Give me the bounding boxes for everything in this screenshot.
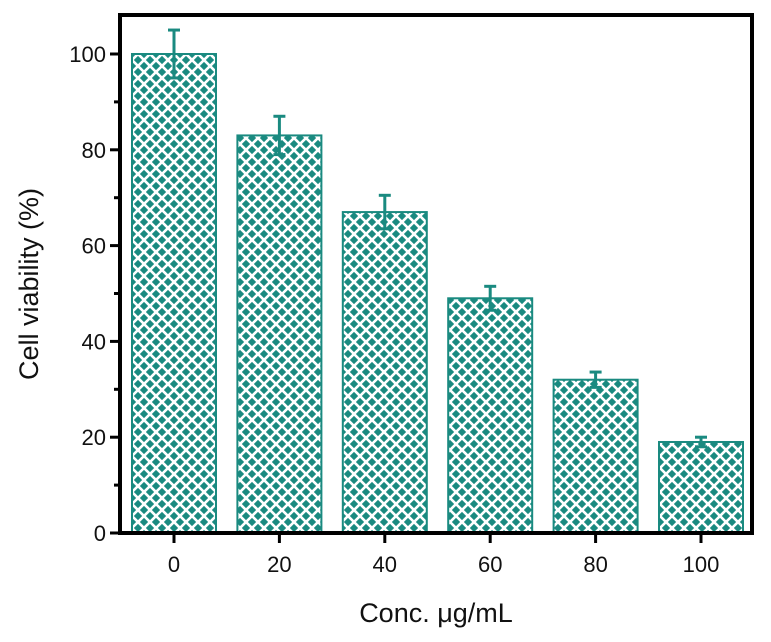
bar-20	[236, 134, 323, 534]
x-tick-label-100: 100	[683, 552, 720, 577]
x-tick-label-0: 0	[168, 552, 180, 577]
y-axis: 0 20 40 60 80 100	[69, 42, 120, 546]
y-tick-label-0: 0	[94, 521, 106, 546]
x-axis-title: Conc. μg/mL	[359, 598, 513, 628]
y-tick-label-60: 60	[82, 234, 106, 259]
bar-0	[131, 53, 217, 534]
y-tick-label-20: 20	[82, 425, 106, 450]
y-tick-label-100: 100	[69, 42, 106, 67]
bar-100	[658, 440, 744, 534]
x-axis: 0 20 40 60 80 100	[168, 533, 719, 577]
y-tick-label-80: 80	[82, 138, 106, 163]
x-tick-label-80: 80	[583, 552, 607, 577]
error-bars-layer	[168, 28, 707, 449]
bar-40	[341, 211, 428, 534]
bar-80	[552, 378, 639, 534]
bar-60	[447, 297, 534, 535]
y-tick-label-40: 40	[82, 329, 106, 354]
plot-frame	[118, 13, 754, 535]
x-tick-label-40: 40	[373, 552, 397, 577]
x-tick-label-20: 20	[267, 552, 291, 577]
bars-layer	[131, 53, 744, 535]
x-tick-label-60: 60	[478, 552, 502, 577]
y-axis-title: Cell viability (%)	[14, 188, 44, 380]
